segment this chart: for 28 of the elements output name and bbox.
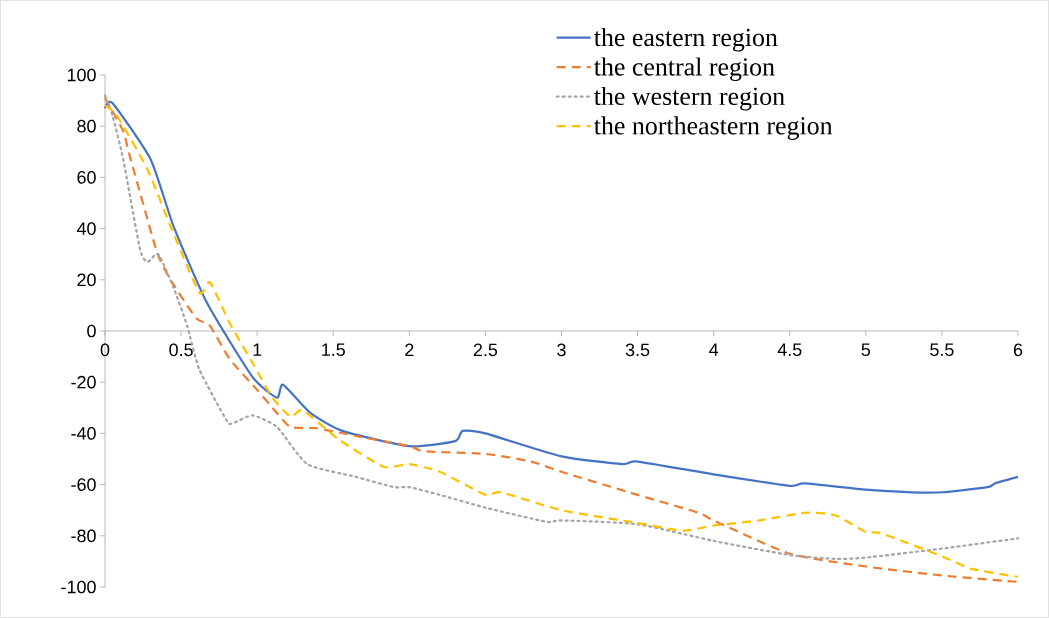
- legend-label: the northeastern region: [594, 116, 833, 140]
- x-tick-label: 6: [1013, 343, 1023, 357]
- legend-label: the eastern region: [594, 27, 778, 52]
- x-tick-label: 5: [861, 343, 871, 357]
- x-tick-label: 2: [405, 343, 414, 357]
- y-tick-label: -80: [71, 529, 96, 543]
- y-tick-label: -100: [61, 580, 96, 594]
- x-tick-label: 1.5: [322, 343, 345, 357]
- legend-label: the western region: [594, 86, 785, 111]
- y-tick-label: -20: [71, 375, 96, 389]
- x-tick-label: 1: [253, 343, 262, 356]
- x-tick-label: 0: [100, 343, 110, 357]
- y-tick-label: 100: [67, 68, 96, 82]
- y-tick-label: -40: [71, 427, 96, 440]
- x-tick-label: 4: [709, 343, 719, 356]
- x-tick-label: 3: [557, 343, 566, 357]
- legend-label: the central region: [594, 57, 775, 81]
- x-tick-label: 4.5: [777, 343, 802, 357]
- x-tick-label: 0.5: [169, 343, 193, 357]
- y-tick-label: 0: [87, 324, 96, 338]
- y-tick-label: 60: [77, 171, 96, 184]
- y-tick-label: 20: [77, 273, 96, 287]
- x-tick-label: 2.5: [473, 343, 498, 357]
- x-tick-label: 5.5: [930, 343, 954, 357]
- x-tick-label: 3.5: [625, 343, 650, 357]
- y-tick-label: -60: [71, 478, 96, 491]
- y-tick-label: 40: [76, 222, 96, 235]
- y-tick-label: 80: [77, 119, 96, 133]
